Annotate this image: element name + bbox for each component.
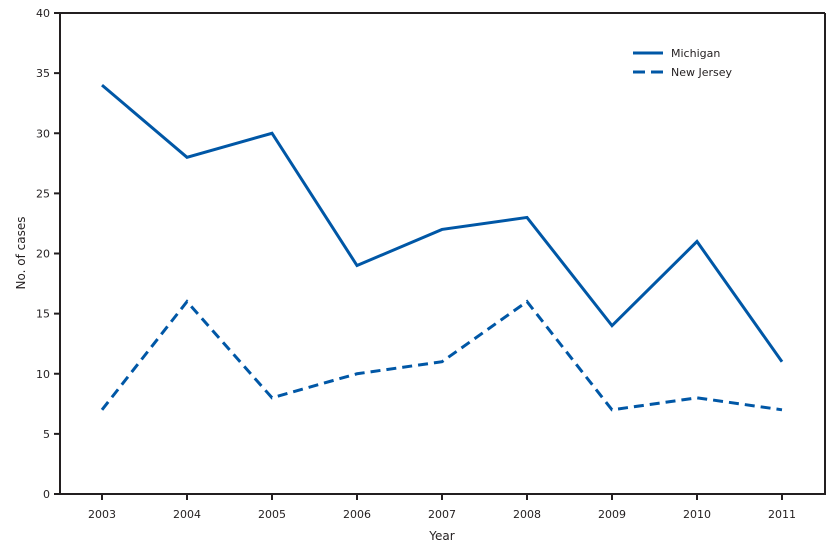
x-tick-label: 2003 (88, 508, 116, 521)
x-tick-label: 2010 (683, 508, 711, 521)
legend: Michigan New Jersey (633, 47, 733, 79)
x-tick-label: 2004 (173, 508, 201, 521)
y-axis-title: No. of cases (14, 217, 28, 290)
legend-item-michigan: Michigan (633, 47, 720, 60)
y-tick-label: 25 (36, 187, 50, 200)
series-lines (100, 84, 784, 412)
y-tick-label: 40 (36, 7, 50, 20)
y-tick-label: 15 (36, 308, 50, 321)
x-axis: 2003 2004 2005 2006 2007 2008 2009 2010 2011 (88, 494, 796, 521)
y-tick-label: 20 (36, 248, 50, 261)
y-tick-label: 10 (36, 368, 50, 381)
legend-label-michigan: Michigan (671, 47, 720, 60)
x-tick-label: 2008 (513, 508, 541, 521)
legend-item-new-jersey: New Jersey (633, 66, 733, 79)
plot-frame (54, 12, 826, 495)
series-line-new-jersey (100, 299, 783, 412)
y-axis: 0 5 10 15 20 25 30 35 40 (36, 7, 60, 501)
y-tick-label: 35 (36, 67, 50, 80)
legend-label-new-jersey: New Jersey (671, 66, 733, 79)
x-tick-label: 2011 (768, 508, 796, 521)
x-tick-label: 2009 (598, 508, 626, 521)
y-tick-label: 5 (43, 428, 50, 441)
y-tick-label: 30 (36, 127, 50, 140)
series-line-michigan (101, 84, 784, 363)
x-axis-title: Year (428, 529, 454, 543)
x-tick-label: 2007 (428, 508, 456, 521)
x-tick-label: 2005 (258, 508, 286, 521)
x-tick-label: 2006 (343, 508, 371, 521)
y-tick-label: 0 (43, 488, 50, 501)
